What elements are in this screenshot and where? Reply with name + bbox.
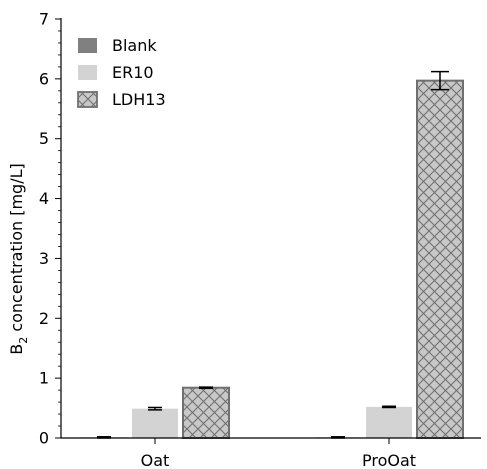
bar-ldh13-oat: [182, 386, 230, 439]
y-tick-label: 2: [39, 309, 49, 328]
y-tick-label: 6: [39, 69, 49, 88]
y-tick-label: 5: [39, 129, 49, 148]
y-tick-label: 0: [39, 429, 49, 448]
axes-layer: 0 1 2 3 4 5 6 7 Oat ProOat: [39, 10, 481, 469]
error-bar-ldh13-oat: [199, 386, 213, 390]
legend-label-blank: Blank: [112, 36, 157, 55]
y-axis-label: B2 concentration [mg/L]: [7, 163, 30, 355]
y-tick-label: 3: [39, 249, 49, 268]
y-axis-label-subscript: 2: [17, 337, 30, 344]
legend: Blank ER10 LDH13: [77, 36, 166, 109]
error-bar-er10-oat: [148, 406, 162, 411]
x-tick-label-prooat: ProOat: [362, 451, 416, 469]
y-axis-label-rest: concentration [mg/L]: [7, 163, 26, 337]
error-bar-ldh13-prooat: [431, 70, 449, 91]
error-bars-layer: [97, 70, 449, 439]
bars-layer: [81, 79, 464, 439]
x-tick-label-oat: Oat: [141, 451, 170, 469]
legend-label-ldh13: LDH13: [112, 90, 166, 109]
legend-item-blank: Blank: [78, 36, 157, 55]
y-tick-label: 1: [39, 369, 49, 388]
y-axis-label-main: B: [7, 344, 26, 355]
bar-ldh13-prooat: [416, 79, 464, 439]
y-tick-label: 7: [39, 10, 49, 29]
legend-item-ldh13: LDH13: [77, 90, 166, 109]
legend-swatch-er10: [78, 65, 97, 80]
bar-er10-prooat: [366, 406, 412, 438]
legend-label-er10: ER10: [112, 63, 154, 82]
legend-swatch-ldh13: [77, 91, 98, 108]
error-bar-er10-prooat: [382, 405, 396, 409]
bar-er10-oat: [132, 408, 178, 438]
legend-swatch-blank: [78, 38, 97, 53]
y-tick-label: 4: [39, 189, 49, 208]
legend-item-er10: ER10: [78, 63, 154, 82]
